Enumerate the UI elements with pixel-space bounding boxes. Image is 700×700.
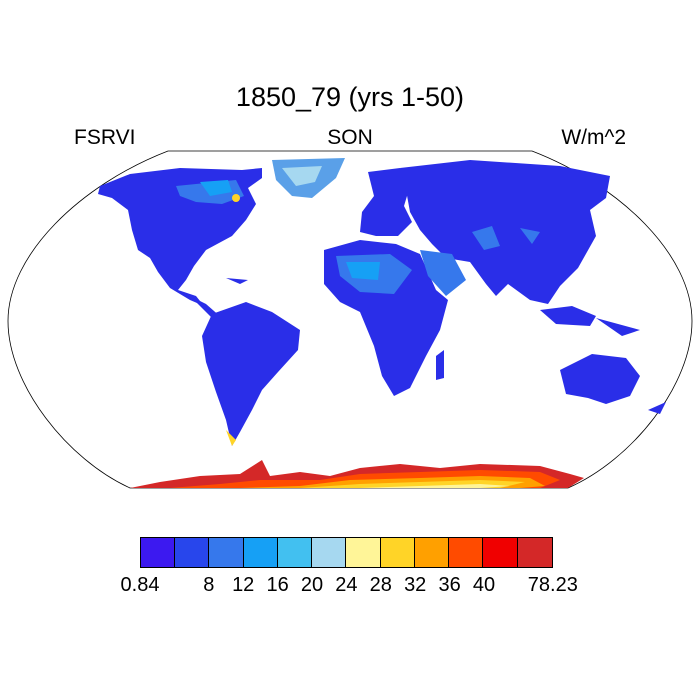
colorbar-box	[346, 538, 381, 567]
season-label: SON	[327, 126, 373, 149]
colorbar-box	[209, 538, 244, 567]
colorbar-box	[483, 538, 518, 567]
colorbar-tick-label: 40	[472, 574, 496, 596]
map-title: 1850_79 (yrs 1-50)	[235, 82, 465, 112]
colorbar-box	[141, 538, 176, 567]
antarctica	[130, 460, 584, 488]
colorbar-tick-label: 24	[335, 574, 358, 596]
australia	[560, 354, 640, 404]
colorbar-tick-label: 8	[203, 574, 215, 596]
south-america	[202, 302, 300, 446]
colorbar-tick-label: 78.23	[527, 574, 578, 596]
variable-label: FSRVI	[74, 126, 136, 149]
colorbar	[140, 537, 553, 568]
colorbar-box	[243, 538, 278, 567]
units-label: W/m^2	[561, 126, 626, 149]
colorbar-box	[380, 538, 415, 567]
colorbar-tick-label: 28	[369, 574, 392, 596]
colorbar-tick-label: 16	[266, 574, 289, 596]
asia	[400, 160, 610, 304]
colorbar-tick-label: 12	[232, 574, 255, 596]
colorbar-box	[449, 538, 484, 567]
colorbar-tick-label: 0.84	[120, 574, 160, 596]
colorbar-box	[414, 538, 450, 567]
colorbar-tick-label: 20	[300, 574, 324, 596]
colorbar-box	[312, 538, 347, 567]
colorbar-box	[277, 538, 313, 567]
colorbar-tick-label: 32	[404, 574, 427, 596]
colorbar-box	[175, 538, 210, 567]
colorbar-box	[517, 538, 552, 567]
colorbar-tick-label: 36	[438, 574, 461, 596]
europe	[360, 168, 412, 236]
